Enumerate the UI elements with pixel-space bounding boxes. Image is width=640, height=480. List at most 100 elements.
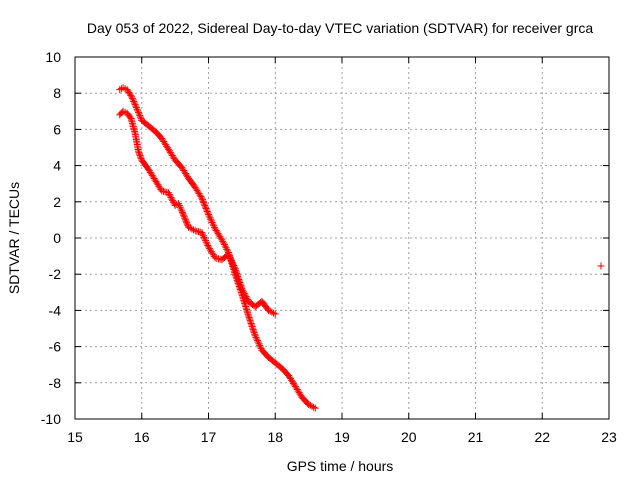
track-lower-marker: [236, 280, 244, 288]
track-lower-point: [174, 200, 182, 208]
track-lower-marker: [242, 293, 250, 301]
track-lower-point: [198, 229, 206, 237]
track-lower-marker: [235, 275, 243, 283]
track-upper-marker: [199, 197, 207, 205]
track-upper-marker: [222, 244, 230, 252]
x-tick-label: 20: [401, 429, 417, 445]
track-upper-marker: [132, 102, 140, 110]
track-lower-point: [134, 147, 142, 155]
track-upper-marker: [246, 315, 254, 323]
track-upper-marker: [203, 206, 211, 214]
y-tick-label: -2: [49, 266, 62, 282]
track-upper-marker: [207, 217, 215, 225]
track-upper-marker: [210, 222, 218, 230]
track-lower-marker: [165, 190, 173, 198]
track-upper-marker: [249, 326, 257, 334]
track-upper-marker: [247, 318, 255, 326]
y-tick-labels: -10 -8 -6 -4 -2 0 2 4 6 8 10: [41, 49, 61, 427]
track-upper-point: [218, 236, 226, 244]
y-tick-label: -10: [41, 411, 61, 427]
track-upper-marker: [134, 108, 142, 116]
track-lower-marker: [176, 203, 184, 211]
track-lower-marker: [182, 217, 190, 225]
track-upper-marker: [253, 337, 261, 345]
track-upper-point: [116, 86, 124, 94]
track-lower-marker: [186, 224, 194, 232]
track-upper-marker: [129, 96, 137, 104]
track-upper-marker: [310, 403, 318, 411]
track-upper-point: [132, 104, 140, 112]
track-upper-marker: [208, 219, 216, 227]
track-lower-point: [164, 189, 172, 197]
data-points: [116, 84, 605, 412]
track-lower-marker: [232, 266, 240, 274]
track-lower-point: [238, 285, 246, 293]
y-tick-label: -4: [49, 302, 62, 318]
track-lower-marker: [199, 230, 207, 238]
track-upper-marker: [254, 338, 262, 346]
track-lower-marker: [227, 257, 235, 265]
y-tick-label: 0: [53, 230, 61, 246]
track-lower-marker: [199, 232, 207, 240]
track-lower-marker: [179, 210, 187, 218]
track-lower-marker: [230, 263, 238, 271]
track-lower-marker: [240, 288, 248, 296]
y-tick-label: 8: [53, 85, 61, 101]
y-tick-label: 6: [53, 121, 61, 137]
track-upper-point: [205, 210, 212, 218]
track-upper-point: [128, 93, 136, 101]
track-lower-marker: [240, 289, 248, 297]
x-tick-label: 21: [468, 429, 484, 445]
track-upper-marker: [130, 99, 138, 107]
track-lower-marker: [203, 240, 211, 248]
track-upper-point: [198, 194, 206, 202]
track-lower-marker: [202, 238, 210, 246]
track-lower-marker: [204, 241, 212, 249]
track-lower-marker: [266, 307, 274, 315]
track-upper-marker: [136, 113, 144, 121]
track-lower-point: [178, 207, 186, 215]
grid-lines: [75, 57, 609, 419]
track-lower-point: [265, 306, 273, 314]
track-upper-marker: [247, 319, 255, 327]
track-lower-marker: [177, 205, 185, 213]
x-tick-label: 18: [267, 429, 283, 445]
track-upper-marker: [308, 402, 316, 410]
track-upper-marker: [246, 316, 254, 324]
track-lower-marker: [181, 214, 189, 222]
x-tick-label: 17: [201, 429, 217, 445]
track-lower-point: [231, 265, 239, 273]
track-upper-marker: [306, 401, 314, 409]
isolated-point-point: [597, 262, 605, 270]
y-tick-label: -6: [49, 339, 62, 355]
x-tick-labels: 15 16 17 18 19 20 21 22 23: [67, 429, 617, 445]
track-lower-marker: [234, 274, 242, 282]
track-upper-marker: [220, 239, 228, 247]
track-upper-marker: [204, 209, 212, 217]
track-lower-marker: [178, 208, 186, 216]
track-lower-marker: [201, 235, 209, 243]
track-lower-marker: [188, 225, 196, 233]
track-lower-marker: [228, 258, 236, 266]
x-tick-label: 22: [534, 429, 550, 445]
track-lower-marker: [236, 279, 244, 287]
track-lower-marker: [230, 262, 238, 270]
track-lower-marker: [239, 286, 247, 294]
track-lower-marker: [235, 277, 243, 285]
track-upper-marker: [209, 220, 217, 228]
track-upper-point: [245, 312, 253, 320]
track-lower-marker: [181, 216, 189, 224]
track-lower-marker: [126, 113, 134, 121]
track-upper-marker: [248, 323, 256, 331]
track-lower-marker: [189, 226, 197, 234]
x-tick-label: 19: [334, 429, 350, 445]
track-upper-marker: [207, 215, 215, 223]
track-lower-marker: [135, 149, 143, 157]
chart-title: Day 053 of 2022, Sidereal Day-to-day VTE…: [87, 20, 593, 36]
track-lower-marker: [270, 309, 278, 317]
track-upper-marker: [253, 335, 261, 343]
track-upper-marker: [250, 327, 258, 335]
track-lower-marker: [202, 237, 210, 245]
track-upper-marker: [252, 333, 260, 341]
x-tick-label: 16: [134, 429, 150, 445]
